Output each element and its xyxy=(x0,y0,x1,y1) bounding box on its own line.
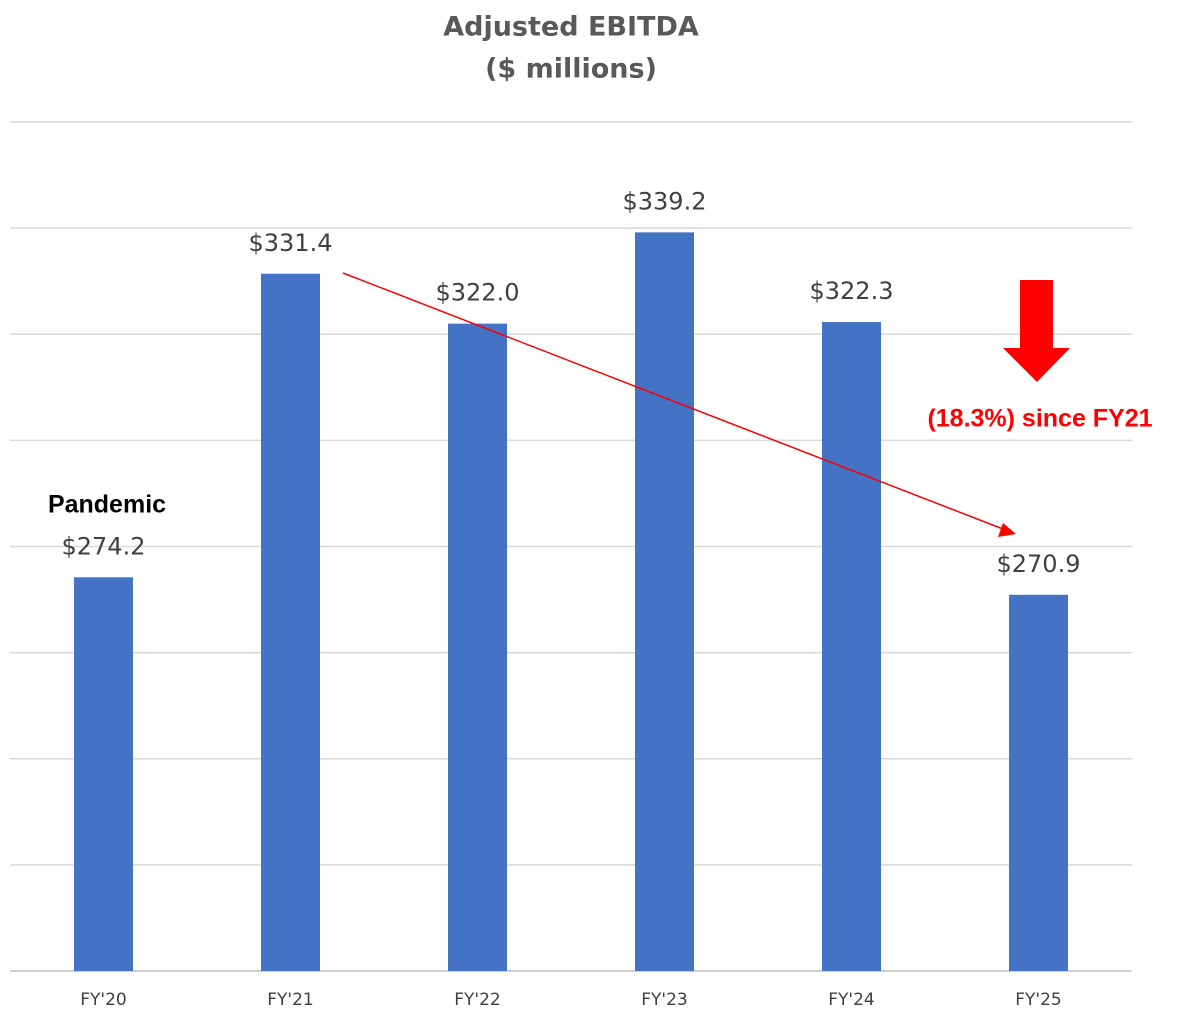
bar xyxy=(1009,594,1068,971)
chart-title: Adjusted EBITDA xyxy=(443,12,699,43)
bar xyxy=(448,323,507,971)
trend-arrowhead xyxy=(998,523,1016,537)
chart-subtitle: ($ millions) xyxy=(485,54,657,85)
x-tick-label: FY'20 xyxy=(80,990,126,1010)
bar xyxy=(635,232,694,971)
bar xyxy=(822,322,881,971)
x-tick-label: FY'22 xyxy=(454,990,500,1010)
value-label: $322.3 xyxy=(810,277,894,305)
x-tick-label: FY'21 xyxy=(267,990,313,1010)
bar xyxy=(74,577,133,971)
value-label: $322.0 xyxy=(436,279,520,307)
down-arrow xyxy=(1003,280,1070,382)
bars xyxy=(74,232,1068,971)
x-tick-label: FY'23 xyxy=(641,990,687,1010)
bar xyxy=(261,273,320,971)
change-annotation: (18.3%) since FY21 xyxy=(927,405,1152,433)
trend-line xyxy=(342,272,1004,530)
grid xyxy=(10,121,1132,972)
value-label: $339.2 xyxy=(623,187,707,215)
x-tick-label: FY'25 xyxy=(1015,990,1061,1010)
value-label: $274.2 xyxy=(62,532,146,560)
value-label: $270.9 xyxy=(997,550,1081,578)
x-tick-label: FY'24 xyxy=(828,990,874,1010)
pandemic-annotation: Pandemic xyxy=(48,491,166,519)
value-label: $331.4 xyxy=(249,229,333,257)
